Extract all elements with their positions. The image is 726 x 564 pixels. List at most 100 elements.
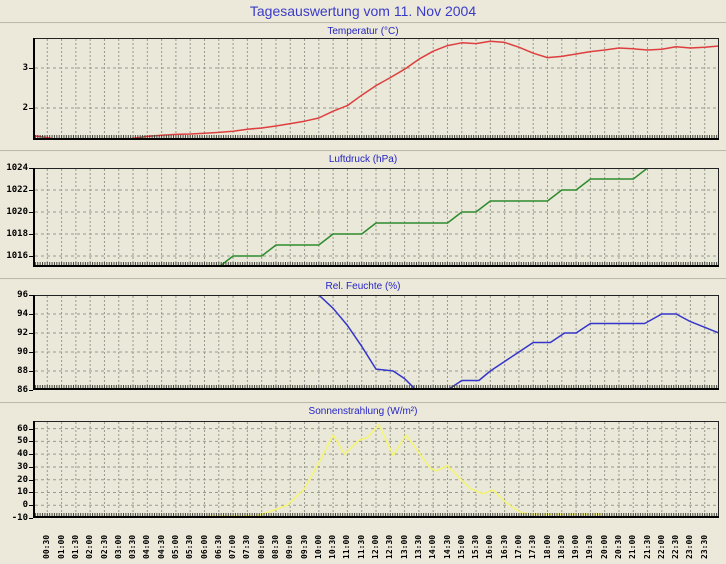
y-axis-label: 3 (22, 63, 28, 73)
y-axis-tick (29, 68, 33, 69)
chart-title-radiation: Sonnenstrahlung (W/m²) (308, 406, 418, 417)
y-axis-label: 1020 (6, 207, 28, 217)
y-axis-label: 86 (17, 385, 28, 395)
x-axis-label: 17:30 (528, 534, 538, 559)
divider (0, 402, 726, 404)
y-axis-tick (29, 505, 33, 506)
y-axis-label: 20 (17, 475, 28, 485)
y-axis-tick (29, 467, 33, 468)
y-axis-tick (29, 352, 33, 353)
x-axis-label: 08:00 (256, 534, 266, 559)
y-axis-tick (29, 429, 33, 430)
y-axis-tick (29, 333, 33, 334)
x-axis-label: 22:30 (671, 534, 681, 559)
y-axis-tick (29, 454, 33, 455)
plot-border-top-right (33, 421, 719, 517)
y-axis-label: 50 (17, 436, 28, 446)
y-axis-label: 1018 (6, 229, 28, 239)
y-axis-label: -10 (11, 513, 28, 523)
x-axis-label: 05:00 (170, 534, 180, 559)
x-axis-label: 04:00 (142, 534, 152, 559)
divider (0, 150, 726, 152)
y-axis-tick (29, 390, 33, 391)
data-line-pressure (218, 168, 648, 267)
x-axis-label: 22:00 (656, 534, 666, 559)
plot-canvas (33, 38, 719, 140)
x-axis-label: 16:00 (485, 534, 495, 559)
x-axis-label: 09:00 (285, 534, 295, 559)
x-axis-label: 02:00 (85, 534, 95, 559)
x-axis-label: 14:30 (442, 534, 452, 559)
x-axis-label: 18:30 (556, 534, 566, 559)
chart-title-humidity: Rel. Feuchte (%) (325, 281, 401, 292)
chart-title-pressure: Luftdruck (hPa) (328, 154, 398, 165)
y-axis-label: 60 (17, 424, 28, 434)
plot-border-top-right (33, 168, 719, 266)
x-axis-label: 10:00 (313, 534, 323, 559)
chart-title-temperature: Temperatur (°C) (327, 26, 399, 37)
x-axis-label: 06:00 (199, 534, 209, 559)
minor-ticks (34, 385, 718, 388)
plot-border-left-bottom (33, 38, 719, 140)
x-axis-label: 07:00 (228, 534, 238, 559)
x-axis-label: 00:30 (42, 534, 52, 559)
x-axis-label: 20:00 (599, 534, 609, 559)
plot-border-left-bottom (33, 295, 719, 390)
x-axis-label: 10:30 (328, 534, 338, 559)
pressure-chart (33, 168, 719, 267)
x-axis-label: 17:00 (513, 534, 523, 559)
y-axis-tick (29, 441, 33, 442)
x-axis-label: 11:00 (342, 534, 352, 559)
x-axis-label: 07:30 (242, 534, 252, 559)
divider (0, 278, 726, 280)
y-axis-tick (29, 492, 33, 493)
x-axis-label: 05:30 (185, 534, 195, 559)
x-axis-label: 21:00 (628, 534, 638, 559)
y-axis-tick (29, 371, 33, 372)
x-axis-label: 13:00 (399, 534, 409, 559)
y-axis-label: 1022 (6, 185, 28, 195)
x-axis-label: 02:30 (99, 534, 109, 559)
x-axis-label: 06:30 (213, 534, 223, 559)
y-axis-tick (29, 518, 33, 519)
y-axis-tick (29, 212, 33, 213)
x-axis-label: 19:30 (585, 534, 595, 559)
page-title: Tagesauswertung vom 11. Nov 2004 (249, 3, 477, 19)
y-axis-tick (29, 234, 33, 235)
x-axis-label: 01:00 (56, 534, 66, 559)
y-axis-label: 90 (17, 347, 28, 357)
y-axis-label: 10 (17, 487, 28, 497)
y-axis-label: 1016 (6, 251, 28, 261)
x-axis-label: 20:30 (614, 534, 623, 559)
y-axis-tick (29, 256, 33, 257)
y-axis-tick (29, 190, 33, 191)
x-axis-label: 03:30 (128, 534, 137, 559)
x-axis-label: 04:30 (156, 534, 166, 559)
divider (0, 22, 726, 24)
y-axis-label: 2 (22, 103, 28, 113)
y-axis-tick (29, 295, 33, 296)
data-line-radiation (204, 424, 605, 518)
y-axis-tick (29, 108, 33, 109)
y-axis-label: 40 (17, 449, 28, 459)
y-axis-label: 88 (17, 366, 28, 376)
x-axis-label: 11:30 (356, 534, 366, 559)
plot-canvas (33, 168, 719, 267)
x-axis-label: 19:00 (571, 534, 581, 559)
radiation-chart (33, 421, 719, 518)
minor-ticks (34, 262, 718, 265)
x-axis-label: 03:00 (113, 534, 123, 559)
x-axis-label: 12:00 (371, 534, 380, 559)
y-axis-label: 94 (17, 309, 28, 319)
x-axis-label: 12:30 (385, 534, 395, 559)
y-axis-tick (29, 168, 33, 169)
plot-border-left-bottom (33, 421, 719, 518)
humidity-chart (33, 295, 719, 390)
plot-canvas (33, 295, 719, 390)
y-axis-label: 0 (22, 500, 28, 510)
plot-canvas (33, 421, 719, 518)
x-axis-label: 14:00 (428, 534, 438, 559)
temperature-chart (33, 38, 719, 140)
plot-border-top-right (33, 295, 719, 389)
